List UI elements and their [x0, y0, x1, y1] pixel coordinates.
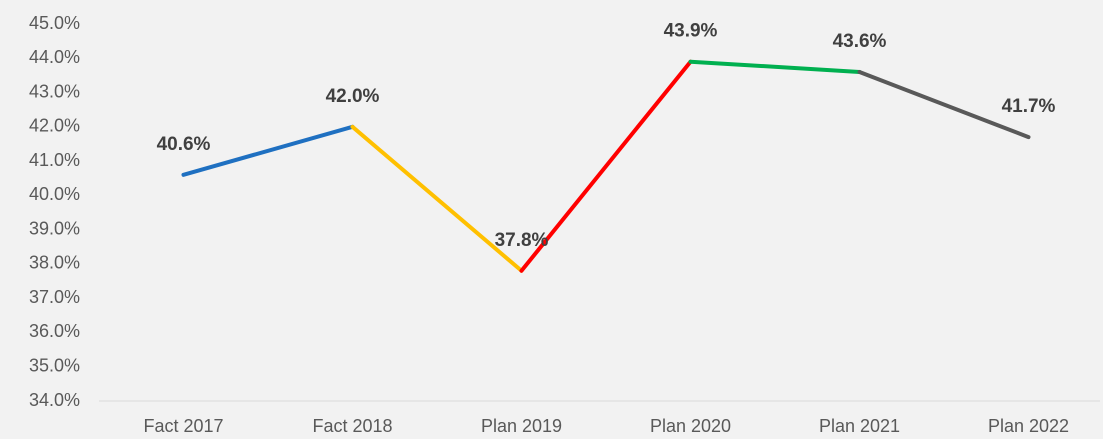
x-tick-label: Plan 2022	[988, 416, 1069, 436]
y-tick-label: 34.0%	[29, 390, 80, 410]
y-tick-label: 35.0%	[29, 355, 80, 375]
y-tick-label: 38.0%	[29, 253, 80, 273]
line-segment	[519, 59, 693, 273]
line-segment	[181, 124, 355, 177]
line-segment	[350, 124, 524, 273]
y-tick-label: 37.0%	[29, 287, 80, 307]
line-segment	[857, 69, 1031, 140]
x-tick-label: Plan 2020	[650, 416, 731, 436]
x-tick-label: Fact 2018	[312, 416, 392, 436]
data-label: 41.7%	[1002, 96, 1056, 117]
y-tick-label: 40.0%	[29, 184, 80, 204]
x-tick-label: Fact 2017	[143, 416, 223, 436]
y-tick-label: 44.0%	[29, 47, 80, 67]
data-label: 37.8%	[495, 230, 549, 251]
y-tick-label: 36.0%	[29, 321, 80, 341]
x-tick-label: Plan 2019	[481, 416, 562, 436]
y-tick-label: 39.0%	[29, 218, 80, 238]
y-tick-label: 42.0%	[29, 116, 80, 136]
y-tick-label: 41.0%	[29, 150, 80, 170]
data-label: 43.9%	[664, 21, 718, 42]
line-segment	[688, 59, 862, 74]
data-label: 40.6%	[157, 134, 211, 155]
y-tick-label: 45.0%	[29, 13, 80, 33]
y-tick-label: 43.0%	[29, 81, 80, 101]
data-label: 43.6%	[833, 31, 887, 52]
x-tick-label: Plan 2021	[819, 416, 900, 436]
data-label: 42.0%	[326, 86, 380, 107]
